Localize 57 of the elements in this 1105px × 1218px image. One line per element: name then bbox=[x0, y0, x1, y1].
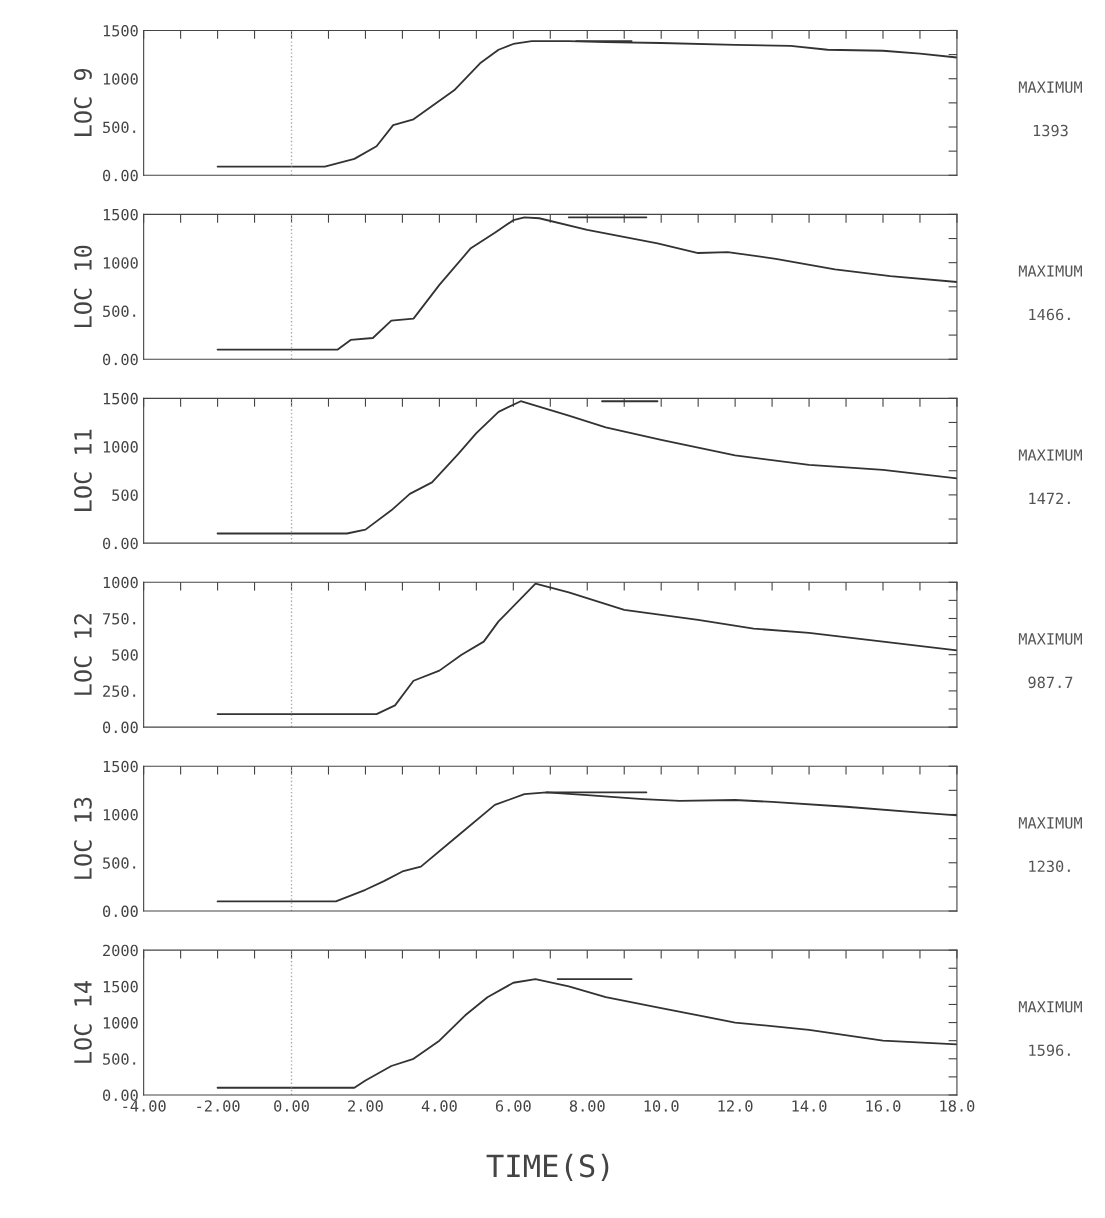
x-tick-label: 12.0 bbox=[718, 1100, 753, 1112]
x-tick-label: 0.00 bbox=[274, 1100, 309, 1112]
text: 1466. bbox=[1029, 308, 1070, 321]
y-tick-label: 250. bbox=[103, 685, 136, 697]
y-tick-label: 1000 bbox=[103, 1017, 138, 1029]
y-tick-label: 0.00 bbox=[102, 169, 138, 182]
y-tick-label: 0.00 bbox=[102, 353, 138, 366]
text: 1230. bbox=[1029, 860, 1070, 873]
y-axis-title: LOC 9 bbox=[74, 68, 92, 136]
x-tick-label: 16.0 bbox=[866, 1100, 901, 1112]
y-tick-label: 0.00 bbox=[102, 905, 138, 918]
text: MAXIMUM bbox=[1018, 81, 1082, 93]
y-axis-title: LOC 14 bbox=[74, 981, 92, 1063]
x-tick-label: -4.00 bbox=[123, 1100, 166, 1112]
y-tick-label: 1500 bbox=[103, 24, 138, 37]
text: MAXIMUM bbox=[1018, 633, 1082, 645]
text: MAXIMUM bbox=[1018, 817, 1082, 829]
y-tick-label: 500 bbox=[112, 489, 138, 501]
y-tick-label: 0.00 bbox=[102, 537, 138, 550]
y-tick-label: 1500 bbox=[103, 980, 138, 993]
y-tick-label: 1000 bbox=[103, 73, 138, 85]
y-tick-label: 1500 bbox=[103, 760, 138, 773]
y-tick-label: 0.00 bbox=[102, 721, 138, 734]
x-tick-label: 8.00 bbox=[569, 1100, 605, 1112]
y-tick-label: 1500 bbox=[103, 208, 138, 221]
y-tick-label: 500. bbox=[103, 857, 136, 869]
x-tick-label: 18.0 bbox=[940, 1100, 975, 1112]
x-tick-label: -2.00 bbox=[197, 1100, 240, 1112]
x-tick-label: 4.00 bbox=[421, 1100, 457, 1112]
y-tick-label: 1000 bbox=[103, 808, 138, 821]
y-tick-label: 500. bbox=[103, 121, 136, 134]
y-axis-title: LOC 13 bbox=[74, 797, 92, 879]
x-tick-label: 6.00 bbox=[495, 1100, 531, 1112]
y-tick-label: 750. bbox=[103, 612, 136, 625]
y-axis-title: LOC 12 bbox=[74, 614, 92, 695]
y-tick-label: 1000 bbox=[103, 441, 138, 453]
x-tick-label: 14.0 bbox=[792, 1100, 827, 1112]
y-tick-label: 1000 bbox=[103, 257, 138, 269]
y-tick-label: 500. bbox=[103, 305, 136, 318]
y-tick-label: 1000 bbox=[103, 576, 138, 589]
x-tick-label: 10.0 bbox=[644, 1100, 679, 1112]
x-axis-title: TIME(S) bbox=[486, 1153, 609, 1182]
y-axis-title: LOC 11 bbox=[74, 429, 92, 511]
text: 1596. bbox=[1029, 1044, 1070, 1057]
y-axis-title: LOC 10 bbox=[74, 245, 92, 327]
y-tick-label: 500. bbox=[103, 1053, 136, 1065]
y-tick-label: 500 bbox=[112, 649, 138, 661]
text: 987.7 bbox=[1028, 676, 1073, 689]
text: 1393 bbox=[1033, 124, 1068, 137]
text: MAXIMUM bbox=[1018, 265, 1082, 277]
text: 1472. bbox=[1029, 492, 1070, 504]
x-tick-label: 2.00 bbox=[348, 1100, 383, 1112]
y-tick-label: 2000 bbox=[103, 944, 138, 957]
y-tick-label: 0.00 bbox=[102, 1089, 138, 1102]
text: MAXIMUM bbox=[1018, 449, 1082, 461]
text: MAXIMUM bbox=[1018, 1001, 1082, 1013]
y-tick-label: 1500 bbox=[103, 392, 138, 405]
